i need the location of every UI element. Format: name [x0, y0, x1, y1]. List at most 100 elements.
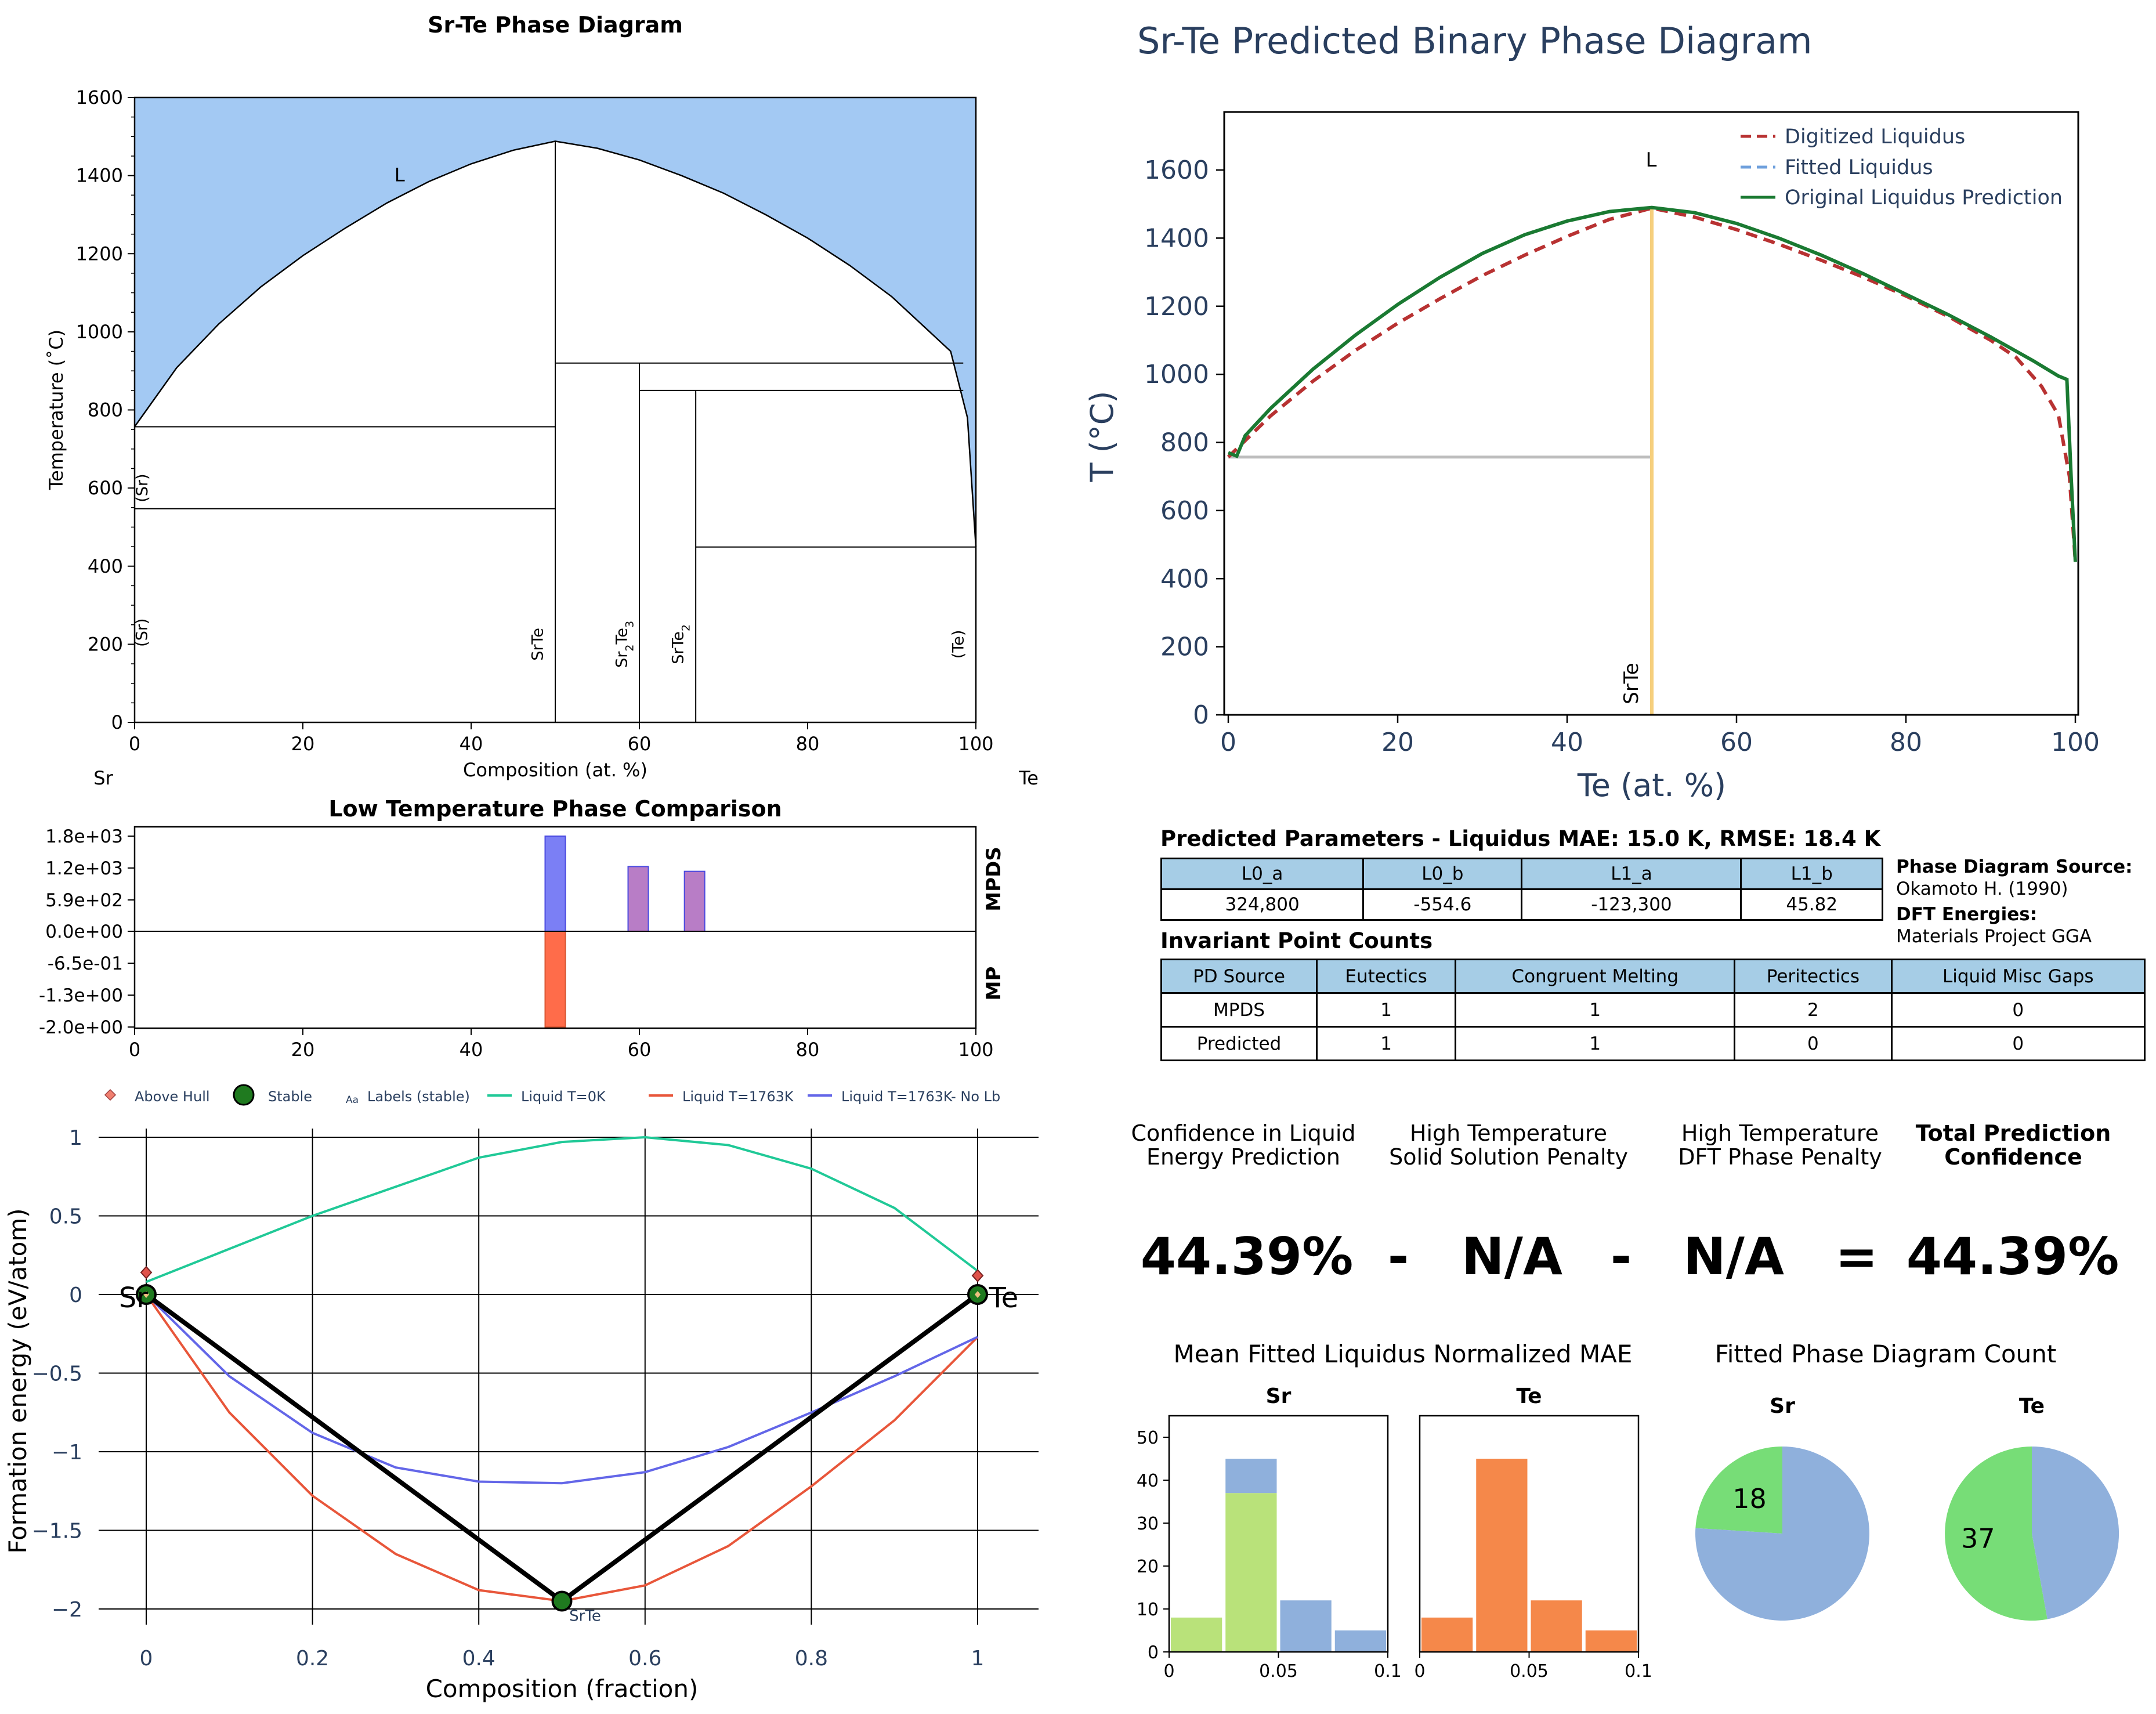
above-hull-marker: [971, 1268, 984, 1282]
y-tick-label: 0: [69, 1283, 82, 1307]
comparison-bar: [627, 866, 649, 932]
panel-title: Sr: [1266, 1384, 1292, 1408]
compound-label: SrTe: [1620, 663, 1643, 704]
y-tick-label: 1600: [1144, 156, 1209, 185]
x-tick-label: 0.4: [462, 1647, 495, 1670]
histogram-bar: [1225, 1493, 1277, 1652]
x-tick-label: 60: [628, 1039, 652, 1061]
confidence-value: N/A: [1462, 1227, 1562, 1286]
y-tick-label: 600: [1160, 496, 1209, 526]
chart-title: Fitted Phase Diagram Count: [1715, 1340, 2057, 1368]
x-tick-label: 80: [796, 733, 820, 755]
histogram-bar: [1280, 1600, 1332, 1652]
x-tick-label: 0.05: [1510, 1661, 1549, 1682]
invariant-header: Liquid Misc Gaps: [1890, 959, 2146, 994]
stable-point: [551, 1590, 573, 1612]
invariant-cell: 0: [1890, 992, 2146, 1028]
invariant-header: Congruent Melting: [1455, 959, 1736, 994]
digitized-liquidus: [1227, 206, 2077, 562]
invariant-cell: 2: [1734, 992, 1893, 1028]
y-tick-label: 1.8e+03: [45, 826, 123, 847]
confidence-value: 44.39%: [1141, 1227, 1354, 1286]
params-title: Predicted Parameters - Liquidus MAE: 15.…: [1160, 826, 1881, 851]
phase-label: (Sr): [133, 473, 151, 502]
invariant-header: Peritectics: [1734, 959, 1893, 994]
y-tick-label: 20: [1137, 1557, 1159, 1577]
confidence-operator: -: [1388, 1227, 1409, 1286]
liquid-curve: [145, 1293, 978, 1485]
x-tick-label: 0.2: [296, 1647, 329, 1670]
y-tick-label: 0: [111, 711, 123, 733]
y-tick-label: 800: [88, 399, 123, 421]
phase-label: (Sr): [133, 619, 151, 647]
confidence-header: Energy Prediction: [1146, 1144, 1340, 1170]
x-tick-label: 40: [460, 1039, 483, 1061]
y-tick-label: 1400: [1144, 223, 1209, 253]
legend-swatch: Aa: [346, 1094, 359, 1106]
params-table: L0_a L0_b L1_a L1_b 324,800 -554.6 -123,…: [1160, 858, 1883, 921]
legend-label: Fitted Liquidus: [1785, 156, 1933, 179]
y-tick-label: 800: [1160, 428, 1209, 458]
y-tick-label: 400: [88, 555, 123, 577]
liquid-curve: [146, 1136, 979, 1283]
phase-label: SrTe: [529, 628, 547, 661]
x-tick-label: 0.05: [1259, 1661, 1298, 1682]
x-tick-label: 80: [796, 1039, 820, 1061]
confidence-header: Total Prediction: [1916, 1120, 2111, 1146]
plot-frame: [1419, 1415, 1640, 1653]
histogram-bar: [1531, 1600, 1582, 1652]
pie-label: 18: [1732, 1483, 1767, 1514]
y-tick-label: -1.3e+00: [39, 985, 123, 1006]
comparison-bar: [683, 870, 706, 932]
series-label: MPDS: [982, 847, 1005, 911]
above-hull-marker: [143, 1291, 149, 1298]
param-value: 324,800: [1160, 888, 1365, 921]
y-tick-label: 1200: [76, 243, 123, 265]
y-tick-label: −2: [52, 1598, 82, 1622]
y-axis-label: Temperature (˚C): [45, 330, 67, 490]
liquid-curve: [145, 1293, 979, 1603]
x-tick-label: 0: [1414, 1661, 1425, 1682]
invariant-header: Eutectics: [1316, 959, 1457, 994]
x-tick-label: 80: [1890, 728, 1922, 757]
legend-label: Digitized Liquidus: [1785, 125, 1965, 149]
legend-label: Liquid T=0K: [521, 1089, 606, 1105]
dft-energies-label: DFT Energies:: [1896, 904, 2038, 925]
pie-slice: [1945, 1447, 2048, 1621]
chart-title: Sr-Te Phase Diagram: [428, 12, 683, 38]
y-tick-label: 1000: [1144, 360, 1209, 389]
x-axis-label: Composition (at. %): [463, 759, 647, 781]
phase-label: (Te): [949, 630, 967, 659]
y-tick-label: 0: [1148, 1643, 1159, 1663]
plot-frame: [133, 826, 977, 1029]
y-tick-label: 10: [1137, 1600, 1159, 1620]
liquid-region: [135, 97, 976, 547]
original-liquidus: [1227, 205, 2077, 562]
invariant-cell: 1: [1316, 1026, 1457, 1061]
convex-hull: [144, 1292, 979, 1604]
y-tick-label: 1200: [1144, 292, 1209, 321]
invariant-cell: Predicted: [1160, 1026, 1318, 1061]
above-hull-marker: [140, 1265, 153, 1279]
plot-frame: [1168, 1415, 1389, 1653]
x-tick-label: 0.8: [795, 1647, 828, 1670]
histogram-bar: [1171, 1617, 1222, 1652]
x-tick-label: 40: [460, 733, 483, 755]
param-value: -123,300: [1521, 888, 1742, 921]
pie-slice: [1695, 1447, 1782, 1534]
liquid-label: L: [395, 164, 405, 186]
y-tick-label: −0.5: [32, 1362, 82, 1386]
x-tick-label: 0.1: [1625, 1661, 1652, 1682]
y-tick-label: 1000: [76, 321, 123, 343]
chart-title: Low Temperature Phase Comparison: [328, 796, 782, 822]
x-axis-label: Te (at. %): [1577, 767, 1726, 804]
x-tick-label: 60: [628, 733, 652, 755]
x-tick-label: 20: [291, 1039, 315, 1061]
invariants-table: PD Source Eutectics Congruent Melting Pe…: [1160, 959, 2146, 1061]
x-tick-label: 40: [1551, 728, 1583, 757]
y-tick-label: 1600: [76, 86, 123, 109]
confidence-header: Solid Solution Penalty: [1389, 1144, 1628, 1170]
confidence-operator: -: [1611, 1227, 1632, 1286]
histogram-bar: [1225, 1459, 1277, 1494]
histogram-bar: [1421, 1617, 1473, 1652]
